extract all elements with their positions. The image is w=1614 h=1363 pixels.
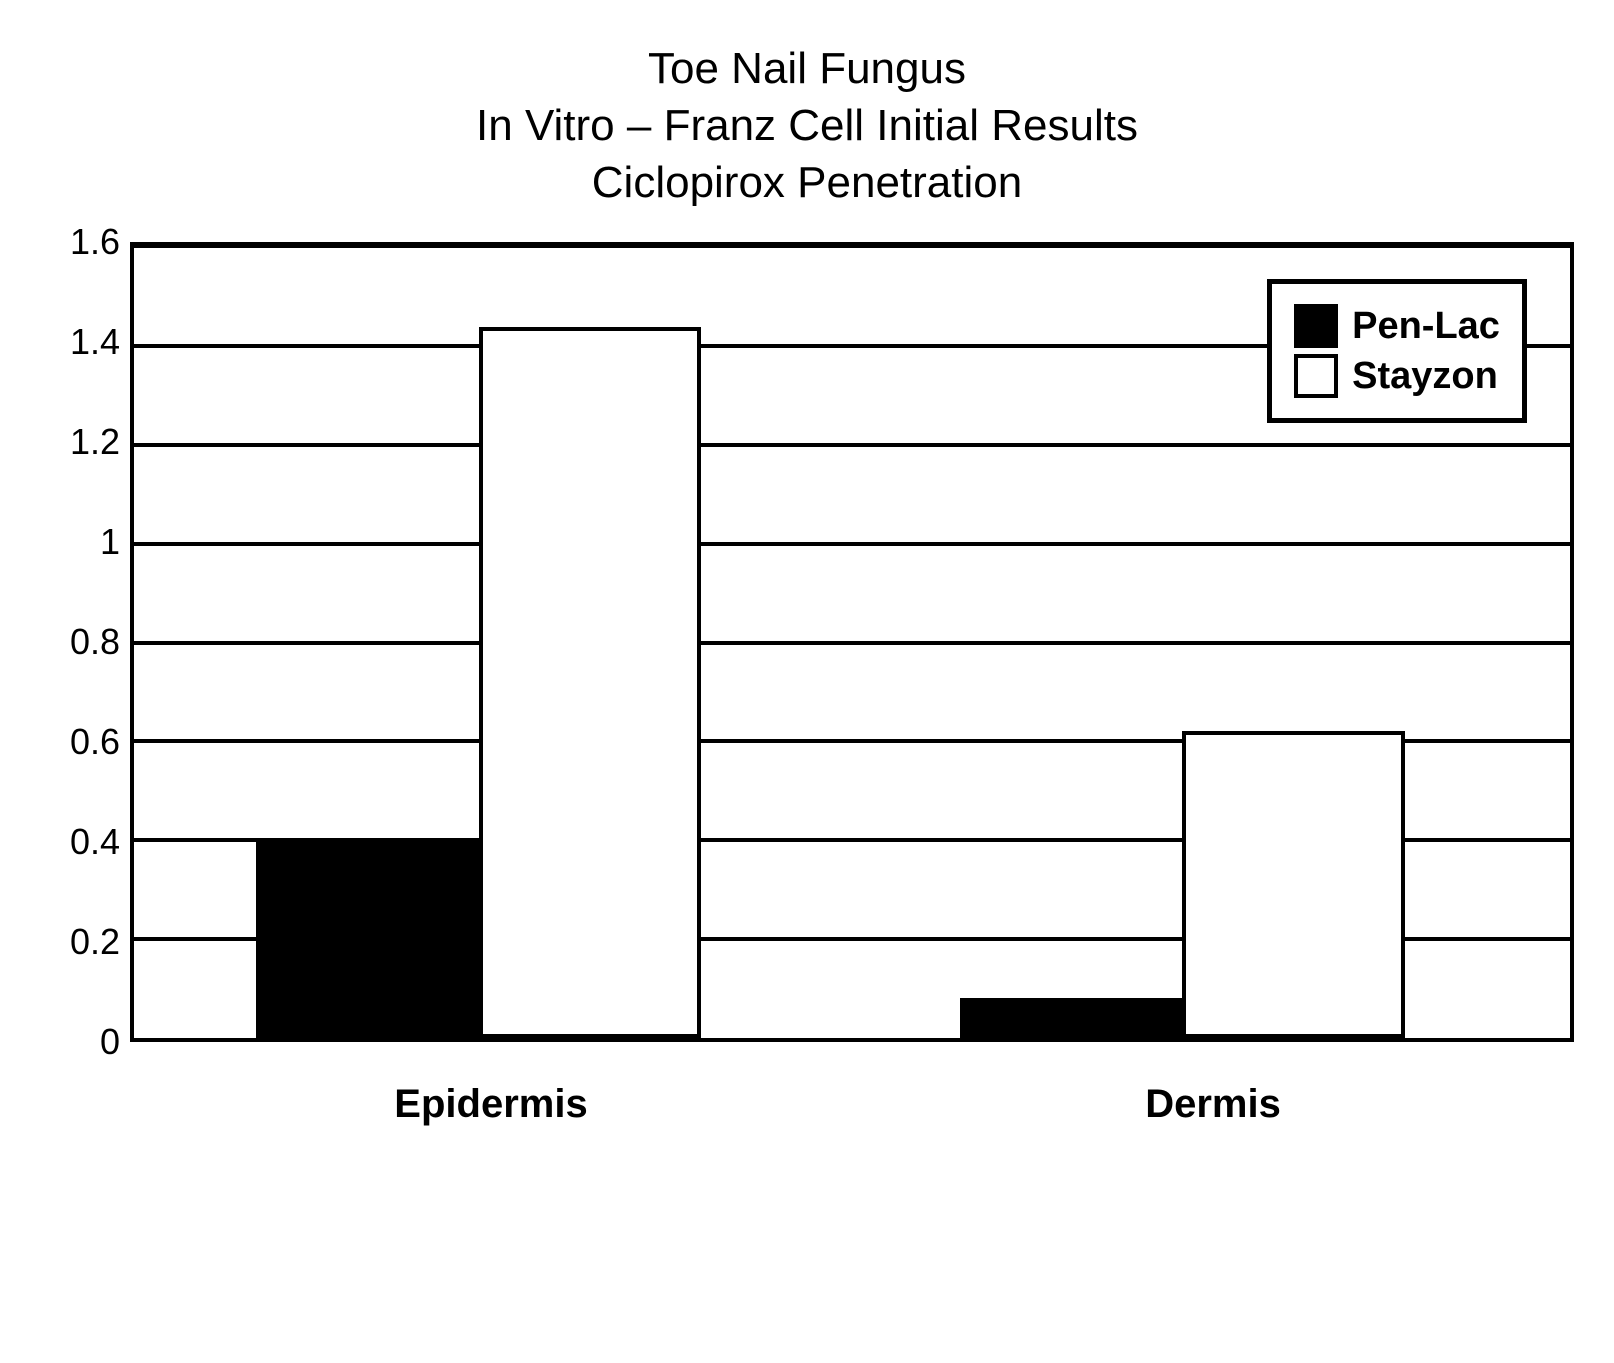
plot-area: Pen-Lac Stayzon (130, 242, 1574, 1042)
y-tick-label: 0.6 (70, 721, 120, 763)
legend-item: Stayzon (1294, 354, 1500, 398)
legend-label: Stayzon (1352, 355, 1498, 398)
y-tick-label: 0.8 (70, 621, 120, 663)
title-line-2: In Vitro – Franz Cell Initial Results (40, 97, 1574, 154)
x-axis-label: Dermis (852, 1082, 1574, 1127)
y-tick-label: 0 (100, 1021, 120, 1063)
bar-penlac-epidermis (256, 840, 479, 1038)
chart-wrapper: Toe Nail Fungus In Vitro – Franz Cell In… (40, 40, 1574, 1127)
x-axis-labels: EpidermisDermis (40, 1082, 1574, 1127)
bar-penlac-dermis (960, 998, 1183, 1038)
bar-stayzon-epidermis (479, 327, 702, 1038)
legend: Pen-Lac Stayzon (1267, 279, 1527, 423)
y-tick-label: 1.6 (70, 221, 120, 263)
title-line-3: Ciclopirox Penetration (40, 154, 1574, 211)
x-axis-label: Epidermis (130, 1082, 852, 1127)
legend-label: Pen-Lac (1352, 305, 1500, 348)
y-axis: 00.20.40.60.811.21.41.6 (40, 242, 130, 1042)
chart-title: Toe Nail Fungus In Vitro – Franz Cell In… (40, 40, 1574, 212)
legend-swatch (1294, 304, 1338, 348)
bar-stayzon-dermis (1182, 731, 1405, 1037)
plot-container: 00.20.40.60.811.21.41.6 Pen-LacStayzon (40, 242, 1574, 1042)
y-tick-label: 0.2 (70, 921, 120, 963)
title-line-1: Toe Nail Fungus (40, 40, 1574, 97)
y-tick-label: 1.4 (70, 321, 120, 363)
legend-swatch (1294, 354, 1338, 398)
y-tick-label: 0.4 (70, 821, 120, 863)
y-tick-label: 1 (100, 521, 120, 563)
legend-item: Pen-Lac (1294, 304, 1500, 348)
y-tick-label: 1.2 (70, 421, 120, 463)
